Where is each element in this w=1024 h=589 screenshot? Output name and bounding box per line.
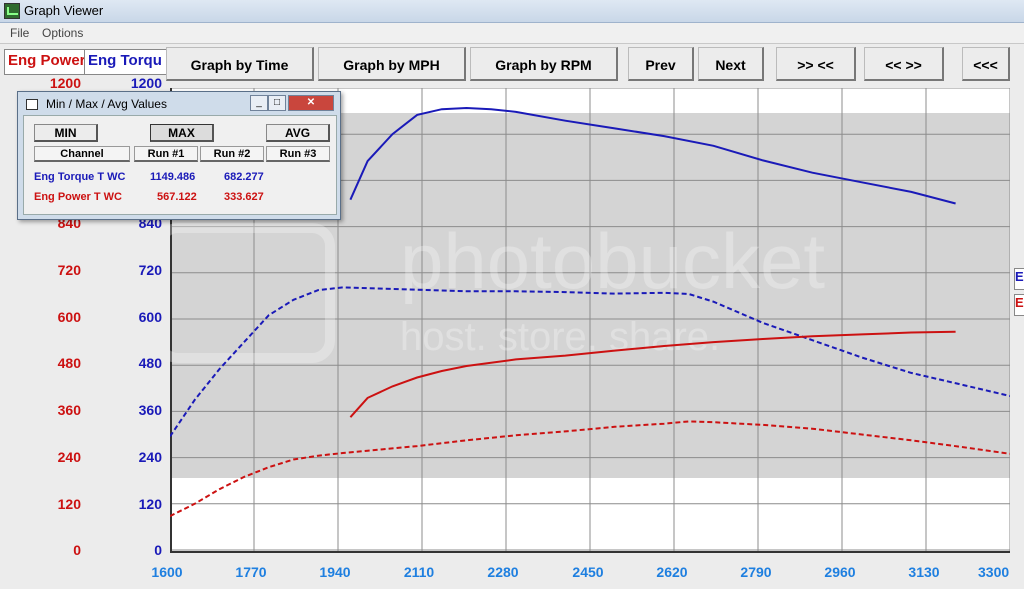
power-dashed-series-line [170,420,1010,517]
prev-button[interactable]: Prev [628,47,694,81]
back-button[interactable]: <<< [962,47,1010,81]
y-left-tick: 240 [57,449,81,465]
x-tick: 1770 [235,564,267,580]
zoom-in-button[interactable]: >> << [776,47,856,81]
y-right-tick: 600 [138,309,162,325]
title-bar: Graph Viewer [0,0,1024,23]
graph-by-rpm-button[interactable]: Graph by RPM [470,47,618,81]
y-right-tick: 120 [138,496,162,512]
y-right-tick: 240 [138,449,162,465]
header-run2: Run #2 [200,146,264,162]
watermark-tagline: host. store. share. [400,315,720,359]
graph-app-icon [4,3,20,19]
graph-by-time-button[interactable]: Graph by Time [166,47,314,81]
power-legend-tab[interactable]: E [1014,294,1024,316]
dialog-title: Min / Max / Avg Values [46,97,167,111]
header-run3: Run #3 [266,146,330,162]
zoom-out-button[interactable]: << >> [864,47,944,81]
row-torque-channel: Eng Torque T WC [34,171,126,183]
y-left-tick: 480 [57,355,81,371]
x-tick: 3130 [908,564,940,580]
power-solid-series-line [349,330,956,418]
x-tick: 2620 [656,564,688,580]
y-left-tick: 120 [57,496,81,512]
y-right-tick: 0 [154,542,162,558]
minimize-button[interactable]: _ [250,95,268,111]
min-button[interactable]: MIN [34,124,98,142]
y-right-tick: 480 [138,355,162,371]
next-button[interactable]: Next [698,47,764,81]
row-power-run2: 333.627 [224,191,264,203]
max-button[interactable]: MAX [150,124,214,142]
row-power-channel: Eng Power T WC [34,191,122,203]
x-tick: 2790 [740,564,772,580]
watermark: photobucket host. store. share. [170,217,825,363]
menu-options[interactable]: Options [42,26,84,40]
y-left-tick: 720 [57,262,81,278]
row-power-run1: 567.122 [157,191,197,203]
x-tick: 2960 [824,564,856,580]
power-axis-tab[interactable]: Eng Power [4,49,85,75]
dialog-body: MIN MAX AVG Channel Run #1 Run #2 Run #3… [23,115,337,215]
x-tick: 1940 [319,564,351,580]
torque-axis-tab[interactable]: Eng Torqu [84,49,167,75]
x-tick: 2110 [403,564,435,580]
x-tick: 3300 [978,564,1010,580]
x-tick: 1600 [151,564,183,580]
row-torque-run2: 682.277 [224,171,264,183]
row-torque-run1: 1149.486 [150,171,196,183]
torque-dashed-series-line [170,286,1010,437]
y-left-tick: 360 [57,402,81,418]
maximize-button[interactable]: □ [268,95,286,111]
header-channel: Channel [34,146,130,162]
avg-button[interactable]: AVG [266,124,330,142]
y-left-tick: 0 [73,542,81,558]
header-run1: Run #1 [134,146,198,162]
y-right-tick: 1200 [130,75,162,91]
graph-by-mph-button[interactable]: Graph by MPH [318,47,466,81]
x-tick: 2450 [572,564,604,580]
menu-bar: File Options [0,23,1024,44]
y-right-tick: 360 [138,402,162,418]
torque-legend-tab[interactable]: E [1014,268,1024,290]
window-title: Graph Viewer [24,3,104,18]
menu-file[interactable]: File [10,26,30,40]
torque-solid-series-line [349,106,956,205]
y-left-tick: 600 [57,309,81,325]
x-tick: 2280 [487,564,519,580]
watermark-brand: photobucket [400,217,825,305]
dialog-window-icon [26,99,38,110]
close-icon[interactable]: ✕ [288,95,334,111]
min-max-avg-dialog: Min / Max / Avg Values _ □ ✕ MIN MAX AVG… [17,91,341,220]
y-right-tick: 720 [138,262,162,278]
y-left-tick: 1200 [49,75,81,91]
